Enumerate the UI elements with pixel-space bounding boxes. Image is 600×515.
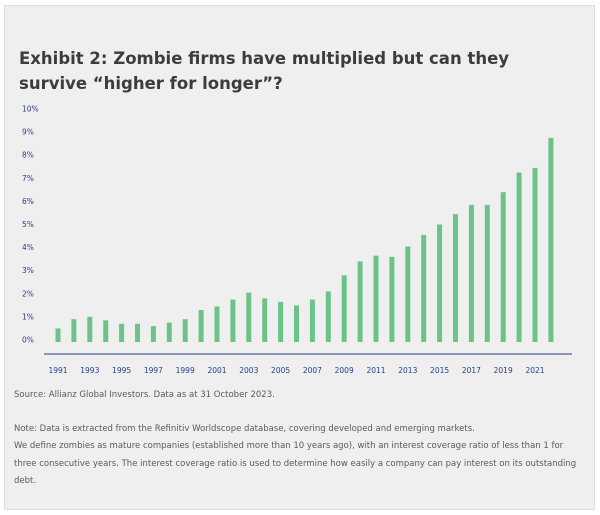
- bar-2009: [341, 275, 347, 342]
- x-axis-ticks: 1991 1993 1995 1997 1999 2001 2003 2005 2007 2009…: [48, 366, 544, 375]
- bar-1994: [103, 320, 109, 342]
- x-tick-label: 2021: [525, 366, 544, 375]
- y-tick-label: 5%: [22, 220, 34, 229]
- source-note: Source: Allianz Global Investors. Data a…: [14, 390, 275, 400]
- bar-2017: [468, 204, 474, 342]
- y-tick-label: 7%: [22, 174, 34, 183]
- x-tick-label: 2015: [430, 366, 449, 375]
- x-tick-label: 2003: [239, 366, 258, 375]
- x-tick-label: 1991: [48, 366, 67, 375]
- x-tick-label: 2005: [271, 366, 290, 375]
- bar-1997: [150, 326, 156, 342]
- x-tick-label: 1993: [80, 366, 99, 375]
- x-tick-label: 2017: [462, 366, 481, 375]
- y-tick-label: 6%: [22, 197, 34, 206]
- bar-2013: [405, 246, 411, 342]
- bar-2007: [309, 299, 315, 342]
- x-tick-label: 2007: [303, 366, 322, 375]
- y-tick-label: 8%: [22, 151, 34, 160]
- bar-2014: [421, 234, 427, 342]
- bar-2016: [453, 214, 458, 342]
- bar-2000: [198, 309, 204, 342]
- y-tick-label: 4%: [22, 243, 34, 252]
- bar-2019: [500, 192, 506, 342]
- bar-2008: [325, 291, 331, 342]
- bar-2015: [437, 224, 443, 342]
- x-tick-label: 1995: [112, 366, 131, 375]
- bar-2020: [516, 172, 522, 342]
- bar-1992: [71, 319, 77, 342]
- bar-1991: [55, 328, 61, 342]
- y-tick-label: 2%: [22, 289, 34, 298]
- bar-2001: [214, 306, 220, 342]
- x-tick-label: 2013: [398, 366, 417, 375]
- bar-2002: [230, 299, 236, 342]
- footnote-line-2: We define zombies as mature companies (e…: [14, 441, 577, 486]
- footnote-line-1: Note: Data is extracted from the Refinit…: [14, 424, 475, 434]
- bar-1996: [135, 323, 140, 342]
- bar-1999: [182, 319, 188, 342]
- y-axis-ticks: 0% 1% 2% 3% 4% 5% 6% 7% 8% 9% 10%: [22, 105, 39, 345]
- bar-2010: [357, 261, 363, 342]
- x-tick-label: 1997: [144, 366, 163, 375]
- bar-2021: [532, 167, 538, 342]
- y-tick-label: 0%: [22, 336, 34, 345]
- x-tick-label: 1999: [176, 366, 195, 375]
- bar-1993: [87, 316, 93, 342]
- bar-1995: [119, 323, 125, 342]
- bar-2012: [389, 256, 395, 342]
- x-tick-label: 2011: [366, 366, 385, 375]
- bar-2003: [246, 292, 252, 342]
- bar-2006: [294, 305, 299, 342]
- x-tick-label: 2009: [335, 366, 354, 375]
- bar-2018: [484, 204, 490, 342]
- bar-2005: [278, 301, 284, 342]
- bar-2004: [262, 298, 268, 342]
- bar-2011: [373, 255, 379, 342]
- x-tick-label: 2019: [494, 366, 513, 375]
- bars: [55, 137, 554, 342]
- footnotes: Note: Data is extracted from the Refinit…: [14, 421, 584, 490]
- y-tick-label: 1%: [22, 312, 34, 321]
- exhibit-card: Exhibit 2: Zombie firms have multiplied …: [4, 5, 595, 510]
- y-tick-label: 9%: [22, 128, 34, 137]
- y-tick-label: 10%: [22, 105, 39, 114]
- y-tick-label: 3%: [22, 266, 34, 275]
- bar-2022: [548, 137, 554, 342]
- chart-title: Exhibit 2: Zombie firms have multiplied …: [19, 49, 510, 93]
- x-tick-label: 2001: [207, 366, 226, 375]
- bar-1998: [166, 322, 172, 342]
